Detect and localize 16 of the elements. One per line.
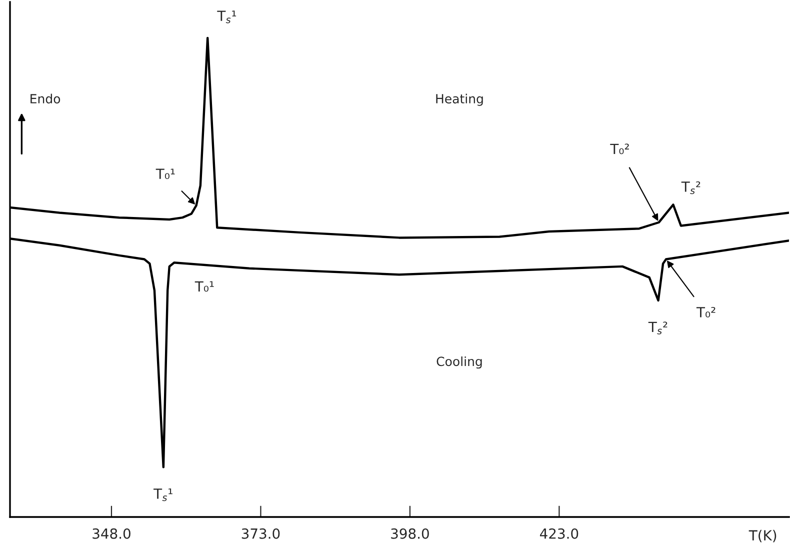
x-tick-label: 398.0 <box>391 528 429 539</box>
annotation: T₀² <box>696 306 716 318</box>
annotation: T$_{s}$² <box>648 322 668 334</box>
x-tick-label: 348.0 <box>92 528 130 539</box>
x-axis-title: T(K) <box>748 530 776 542</box>
annotation: T₀¹ <box>156 168 175 180</box>
annotation: Endo <box>30 94 60 104</box>
annotation: T₀¹ <box>194 281 214 292</box>
annotation: Cooling <box>436 356 482 369</box>
x-tick-label: 373.0 <box>242 528 280 539</box>
annotation: T$_{s}$¹ <box>217 10 236 24</box>
annotation: T$_{s}$¹ <box>154 488 172 502</box>
annotation: T₀² <box>610 144 629 154</box>
x-tick-label: 423.0 <box>540 528 578 539</box>
annotation: Heating <box>436 94 483 106</box>
annotation: T$_{s}$² <box>681 181 700 194</box>
